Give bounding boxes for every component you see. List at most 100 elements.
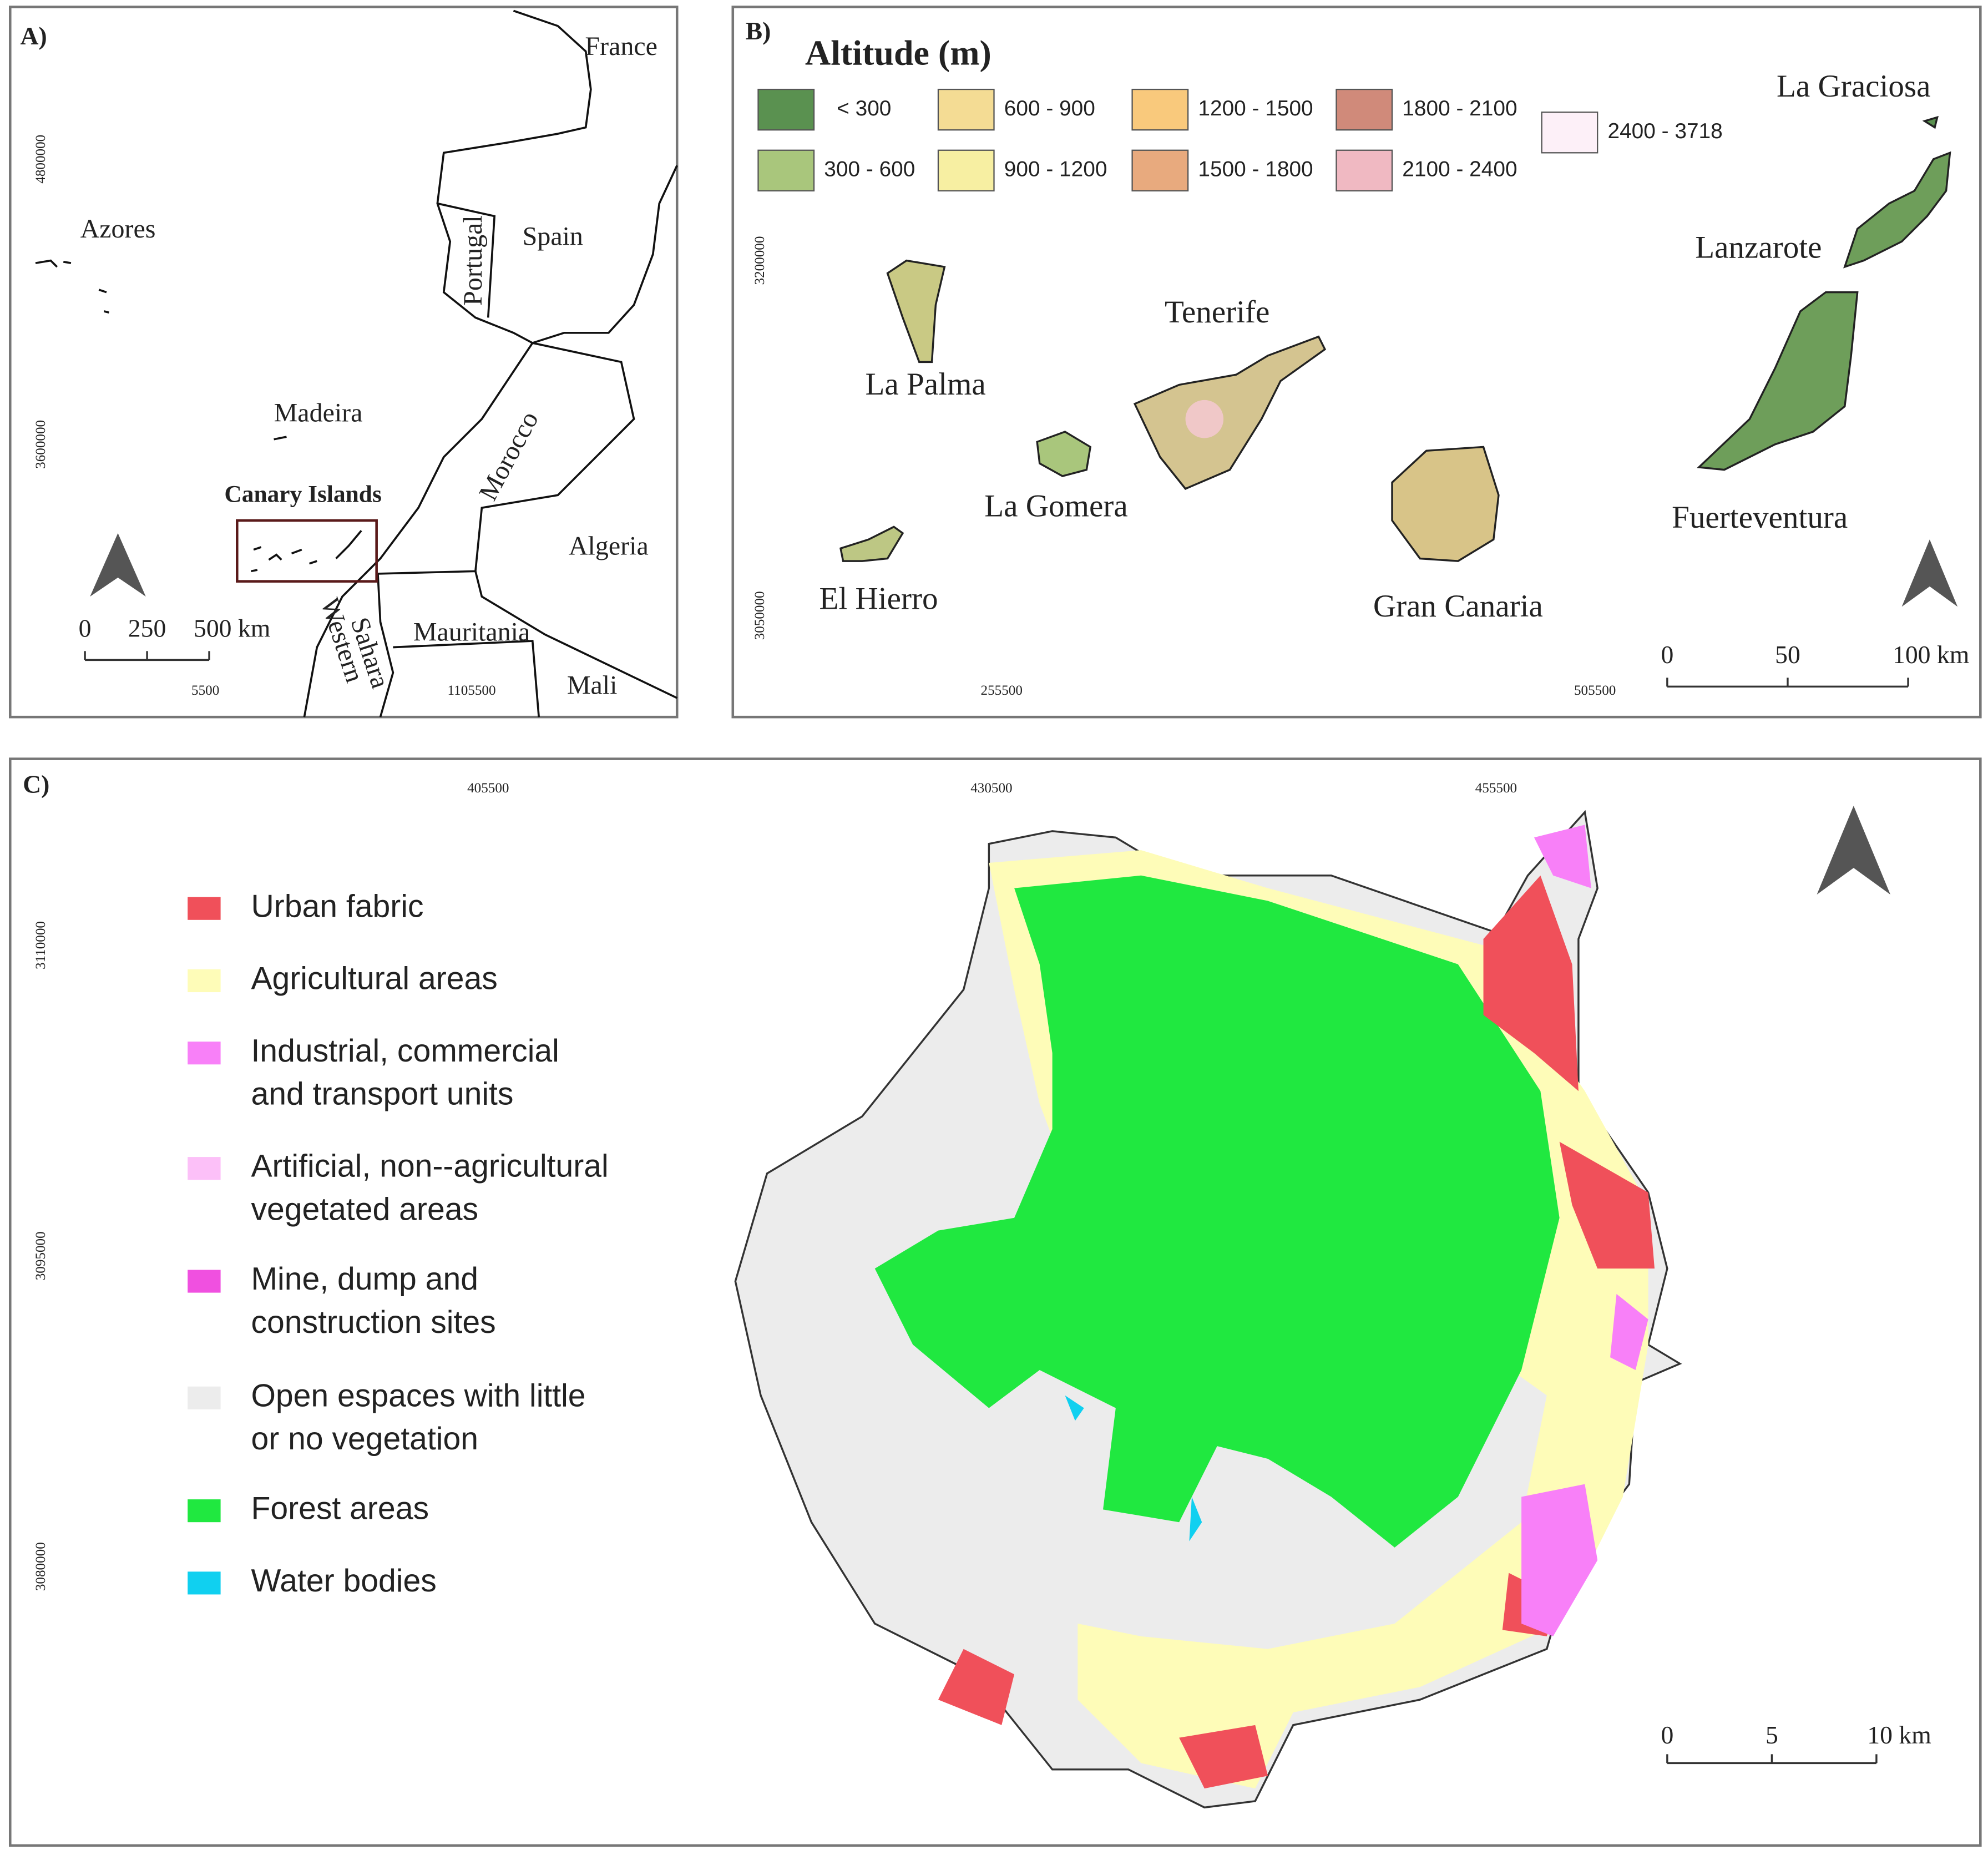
- legend-label: and transport units: [251, 1076, 513, 1112]
- legend-label: 2400 - 3718: [1607, 119, 1722, 143]
- scale-label: 10 km: [1867, 1721, 1931, 1749]
- island-label: El Hierro: [820, 581, 938, 616]
- legend-label: 2100 - 2400: [1402, 158, 1517, 181]
- legend-label: Forest areas: [251, 1491, 429, 1527]
- place-label: France: [585, 32, 657, 61]
- legend-swatch: [1336, 149, 1393, 192]
- scale-label: 0: [1661, 1721, 1673, 1749]
- panel-label: A): [21, 22, 47, 50]
- panel-b-islands: [839, 115, 1951, 562]
- coordinate-label: 405500: [467, 781, 509, 796]
- coordinate-label: 455500: [1475, 781, 1517, 796]
- legend-label: Agricultural areas: [251, 961, 497, 997]
- canary-outline: [251, 530, 362, 573]
- legend-swatch: [188, 1499, 221, 1523]
- legend-label: 1200 - 1500: [1198, 97, 1313, 120]
- sahara-border: [377, 573, 394, 717]
- north-arrow-b: [1901, 539, 1958, 607]
- island-label: Tenerife: [1165, 295, 1269, 330]
- legend-label: Urban fabric: [251, 888, 423, 924]
- place-label: Canary Islands: [224, 481, 381, 508]
- coordinate-label: 3200000: [752, 236, 767, 285]
- gran-canaria-shape: [1391, 446, 1500, 562]
- legend-label: or no vegetation: [251, 1421, 478, 1457]
- legend-swatch: [1131, 149, 1189, 192]
- lanzarote-shape: [1843, 151, 1951, 269]
- graciosa-shape: [1922, 115, 1939, 129]
- legend-label: Mine, dump and: [251, 1261, 478, 1297]
- panel-a-frame: [8, 6, 679, 719]
- legend-swatch: [188, 969, 221, 993]
- legend-label: 300 - 600: [824, 158, 915, 181]
- legend-label: Open espaces with little: [251, 1378, 585, 1413]
- legend-swatch: [937, 88, 995, 131]
- algeria-border: [474, 570, 678, 699]
- scale-label: 5: [1766, 1721, 1778, 1749]
- legend-label: construction sites: [251, 1305, 495, 1340]
- fuerteventura-shape: [1697, 291, 1859, 471]
- legend-label: Water bodies: [251, 1563, 436, 1599]
- islands-outline: [35, 259, 287, 441]
- forest-zone: [874, 875, 1560, 1548]
- scale-label: 50: [1775, 640, 1800, 669]
- legend-label: vegetated areas: [251, 1191, 478, 1227]
- tenerife-shape: [1133, 335, 1327, 490]
- place-label: Mali: [567, 671, 618, 700]
- industrial-patches: [1521, 825, 1648, 1636]
- north-arrow-a: [90, 533, 146, 597]
- scale-label: 250: [128, 614, 166, 642]
- africa-coast: [303, 342, 534, 717]
- coordinate-label: 430500: [970, 781, 1012, 796]
- legend-swatch: [757, 149, 815, 192]
- mauritania-border: [393, 640, 540, 717]
- legend-swatch: [1541, 112, 1599, 154]
- place-label: Madeira: [274, 398, 363, 427]
- legend-swatch: [937, 149, 995, 192]
- coordinate-label: 3095000: [33, 1231, 48, 1280]
- la-palma-shape: [886, 259, 946, 363]
- legend-swatch: [1131, 88, 1189, 131]
- panel-c-map: [734, 810, 1682, 1809]
- portugal-border: [437, 202, 496, 318]
- place-label: Azores: [80, 214, 156, 244]
- coordinate-label: 3050000: [752, 591, 767, 640]
- coordinate-label: 3600000: [33, 420, 48, 469]
- legend-swatch: [188, 1386, 221, 1409]
- island-label: Gran Canaria: [1373, 589, 1543, 624]
- la-gomera-shape: [1036, 431, 1092, 477]
- coordinate-label: 4800000: [33, 135, 48, 184]
- island-label: La Graciosa: [1777, 69, 1930, 104]
- legend-swatch: [188, 1042, 221, 1065]
- island-label: La Palma: [865, 367, 985, 402]
- legend-label: 1800 - 2100: [1402, 97, 1517, 120]
- scale-label: 500 km: [194, 614, 270, 642]
- legend-label: 1500 - 1800: [1198, 158, 1313, 181]
- coordinate-label: 3080000: [33, 1542, 48, 1591]
- legend-label: Artificial, non--agricultural: [251, 1149, 608, 1184]
- place-label: Algeria: [569, 531, 649, 560]
- place-label: Mauritania: [413, 618, 530, 647]
- legend-title: Altitude (m): [805, 33, 992, 72]
- legend-swatch: [188, 1270, 221, 1293]
- island-label: La Gomera: [984, 489, 1127, 524]
- north-arrow-c: [1817, 806, 1891, 895]
- scale-label: 100 km: [1893, 640, 1969, 669]
- coordinate-label: 505500: [1574, 683, 1616, 698]
- panel-a-map: [35, 9, 678, 717]
- island-label: Fuerteventura: [1672, 500, 1848, 535]
- legend-label: 900 - 1200: [1004, 158, 1107, 181]
- coordinate-label: 5500: [191, 683, 219, 698]
- scale-label: 0: [79, 614, 92, 642]
- panel-b-frame: [731, 6, 1982, 719]
- legend-swatch: [188, 1157, 221, 1180]
- coordinate-label: 3110000: [33, 921, 48, 969]
- coordinate-label: 255500: [981, 683, 1023, 698]
- place-label: Portugal: [458, 215, 488, 306]
- panel-c-frame: [8, 757, 1982, 1847]
- island-label: Lanzarote: [1695, 230, 1822, 265]
- place-label: Spain: [523, 222, 583, 251]
- coordinate-label: 1105500: [448, 683, 496, 698]
- legend-label: 600 - 900: [1004, 97, 1095, 120]
